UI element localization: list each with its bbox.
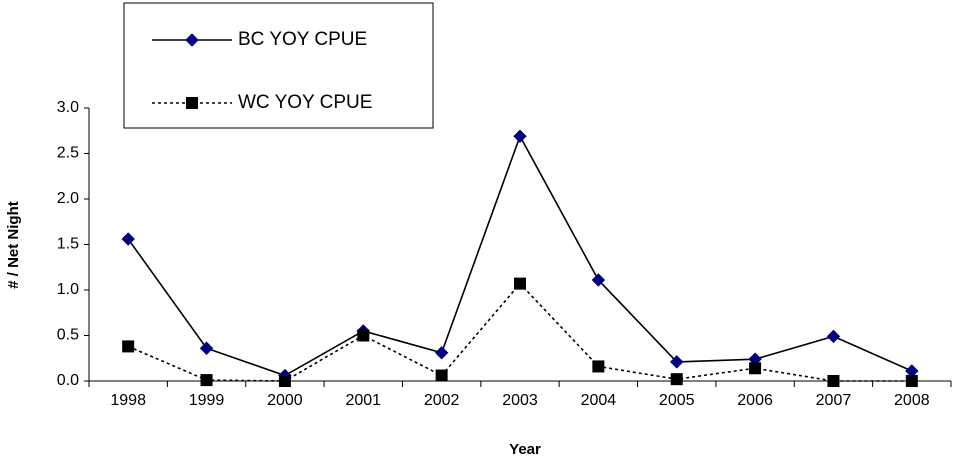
- x-tick-label: 2004: [581, 392, 617, 409]
- x-tick-label: 2005: [659, 392, 695, 409]
- y-tick-label: 0.0: [57, 372, 79, 389]
- point: [514, 277, 526, 290]
- point: [357, 329, 370, 342]
- series-line: [127, 282, 912, 382]
- x-axis-label: Year: [509, 441, 541, 458]
- point: [513, 129, 527, 143]
- point: [121, 232, 135, 246]
- x-tick-label: 2006: [737, 392, 773, 409]
- legend-label: BC YOY CPUE: [238, 29, 367, 50]
- point: [826, 329, 841, 344]
- legend-marker: [185, 33, 199, 47]
- legend-box: [123, 2, 434, 129]
- x-tick-label: 2002: [424, 392, 460, 409]
- point: [670, 373, 683, 386]
- y-tick-label: 2.0: [57, 190, 79, 207]
- y-tick-label: 3.0: [57, 99, 79, 116]
- x-tick-label: 2000: [267, 392, 303, 409]
- point: [199, 341, 214, 355]
- point: [749, 362, 762, 375]
- point: [827, 375, 840, 387]
- point: [435, 369, 448, 382]
- x-tick-label: 2007: [816, 392, 852, 409]
- x-tick-label: 1998: [110, 392, 146, 409]
- series-line: [127, 134, 913, 377]
- point: [905, 375, 918, 387]
- point: [592, 360, 605, 373]
- point: [591, 273, 606, 287]
- x-tick-label: 2001: [345, 392, 381, 409]
- point: [122, 340, 135, 353]
- point: [200, 374, 213, 387]
- x-tick-label: 1999: [189, 392, 225, 409]
- point: [278, 375, 291, 387]
- y-tick-label: 0.5: [57, 327, 79, 344]
- point: [434, 346, 449, 360]
- y-tick-label: 1.5: [57, 236, 79, 253]
- legend-label: WC YOY CPUE: [238, 92, 372, 113]
- y-tick-label: 1.0: [57, 281, 79, 298]
- y-tick-label: 2.5: [57, 145, 79, 162]
- y-axis-label: # / Net Night: [5, 201, 22, 289]
- legend-marker: [186, 97, 198, 109]
- point: [670, 355, 684, 369]
- x-tick-label: 2003: [502, 392, 538, 409]
- x-tick-label: 2008: [894, 392, 930, 409]
